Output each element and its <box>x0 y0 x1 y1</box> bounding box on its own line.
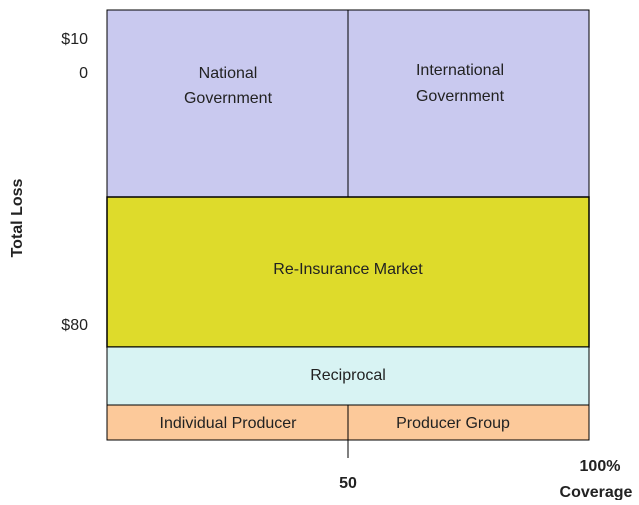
region-label: National <box>199 65 258 82</box>
region-label: Producer Group <box>396 415 510 432</box>
region-label: Government <box>184 90 273 107</box>
x-label: Coverage <box>560 484 633 500</box>
y-label: $10 <box>61 31 88 48</box>
region-label: Reciprocal <box>310 367 386 384</box>
reinsurance-region <box>106 196 590 348</box>
x-label: 100% <box>580 458 621 475</box>
reciprocal-region <box>106 346 590 406</box>
region-label: International <box>416 62 504 79</box>
y-label: 0 <box>79 65 88 82</box>
region-label: Government <box>416 88 505 105</box>
y-label: $80 <box>61 317 88 334</box>
x-label: 50 <box>339 475 357 492</box>
y-title: Total Loss <box>9 178 26 257</box>
region-label: Re-Insurance Market <box>273 261 423 278</box>
region-label: Individual Producer <box>160 415 298 432</box>
